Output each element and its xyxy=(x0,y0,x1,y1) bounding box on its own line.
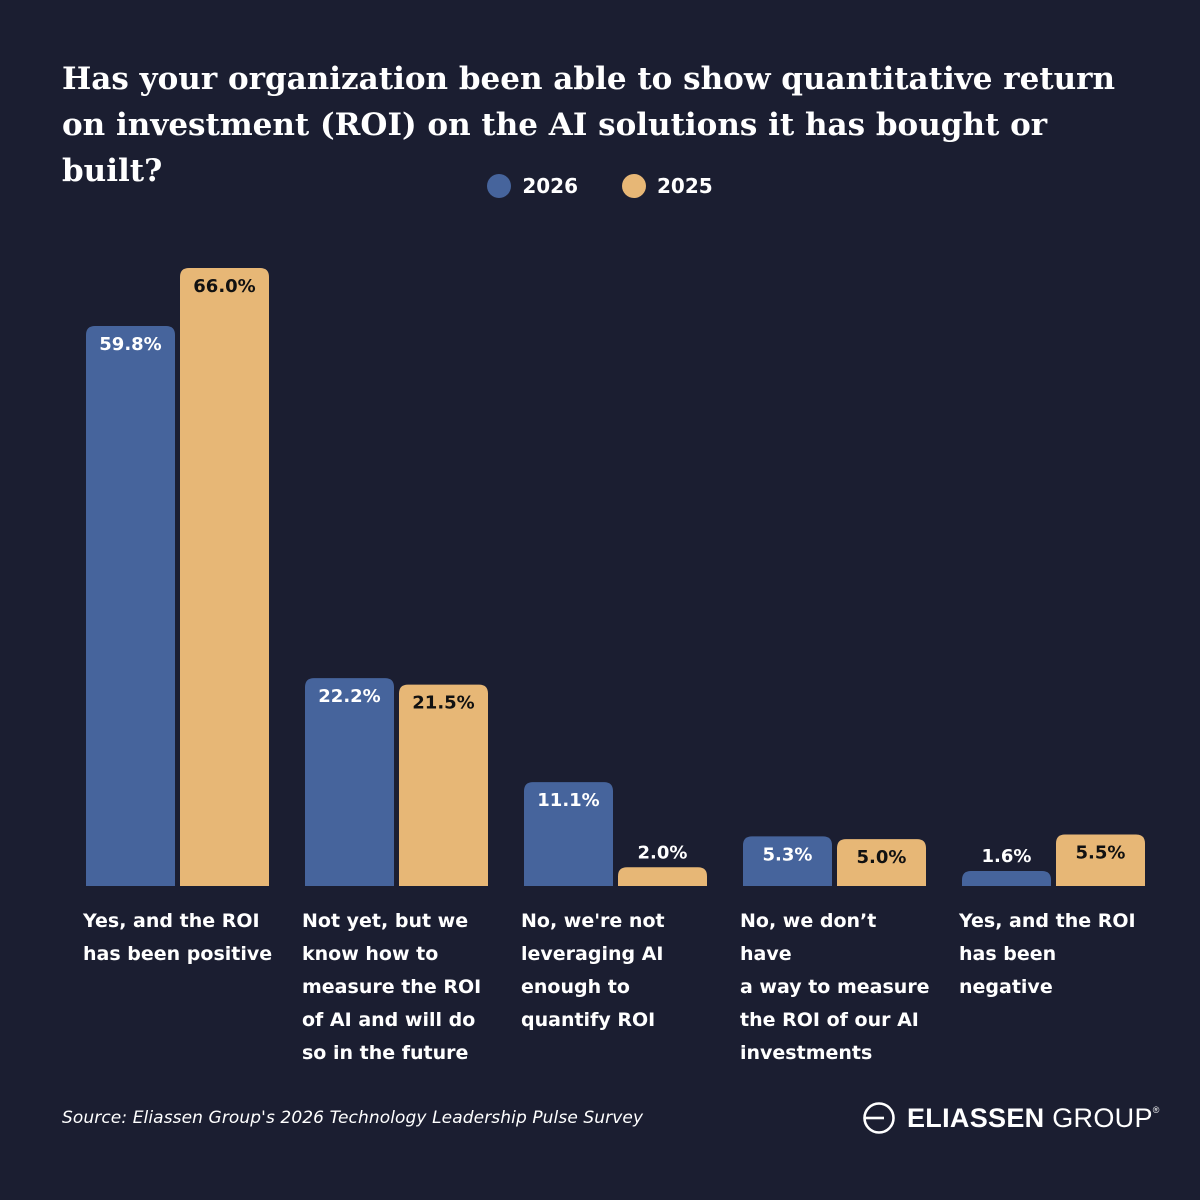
bar-2026-0 xyxy=(86,326,175,886)
logo-word-eliassen: ELIASSEN xyxy=(907,1102,1045,1133)
bar-2026-1 xyxy=(305,678,394,886)
bar-2026-2 xyxy=(524,782,613,886)
legend-label-2026: 2026 xyxy=(522,174,578,198)
data-label-2025-0: 66.0% xyxy=(193,276,255,297)
legend-label-2025: 2025 xyxy=(657,174,713,198)
category-label-4: Yes, and the ROI has been negative xyxy=(959,910,1136,998)
bar-2025-1 xyxy=(399,684,488,886)
legend-item-2025: 2025 xyxy=(622,174,713,198)
bar-2025-0 xyxy=(180,268,269,886)
bar-chart: 59.8% 66.0% 22.2% 21.5% 11.1% 2.0% 5.3% 5.0% 1.6… xyxy=(86,268,1145,886)
bar-2026-4 xyxy=(962,871,1051,886)
logo-registered-mark: ® xyxy=(1152,1104,1160,1115)
category-label-0: Yes, and the ROI has been positive xyxy=(83,910,273,965)
data-label-2026-3: 5.3% xyxy=(763,844,813,865)
data-label-2025-4: 5.5% xyxy=(1076,843,1126,864)
data-label-2025-2: 2.0% xyxy=(638,842,688,863)
category-label-3: No, we don’t have a way to measure the R… xyxy=(740,910,930,1064)
source-note: Source: Eliassen Group's 2026 Technology… xyxy=(62,1108,644,1128)
data-label-2025-3: 5.0% xyxy=(857,847,907,868)
chart-title: Has your organization been able to show … xyxy=(62,61,1116,189)
legend-swatch-2026 xyxy=(487,174,512,198)
logo-word-group: GROUP xyxy=(1044,1102,1153,1133)
eliassen-logo-mark-icon xyxy=(863,1102,895,1134)
data-label-2025-1: 21.5% xyxy=(412,693,474,714)
data-label-2026-2: 11.1% xyxy=(537,790,599,811)
legend-item-2026: 2026 xyxy=(487,174,578,198)
bar-2026-3 xyxy=(743,836,832,886)
data-label-2026-1: 22.2% xyxy=(318,686,380,707)
bar-2025-3 xyxy=(837,839,926,886)
category-label-2: No, we're not leveraging AI enough to qu… xyxy=(521,910,665,1031)
logo-wordmark: ELIASSEN GROUP® xyxy=(907,1103,1160,1134)
data-label-2026-4: 1.6% xyxy=(982,846,1032,867)
data-label-2026-0: 59.8% xyxy=(99,334,161,355)
chart-legend: 2026 2025 xyxy=(0,170,1200,202)
category-label-1: Not yet, but we know how to measure the … xyxy=(302,910,482,1064)
bar-2025-2 xyxy=(618,867,707,886)
eliassen-group-logo: ELIASSEN GROUP® xyxy=(862,1098,1160,1138)
bar-2025-4 xyxy=(1056,834,1145,886)
legend-swatch-2025 xyxy=(622,174,646,198)
